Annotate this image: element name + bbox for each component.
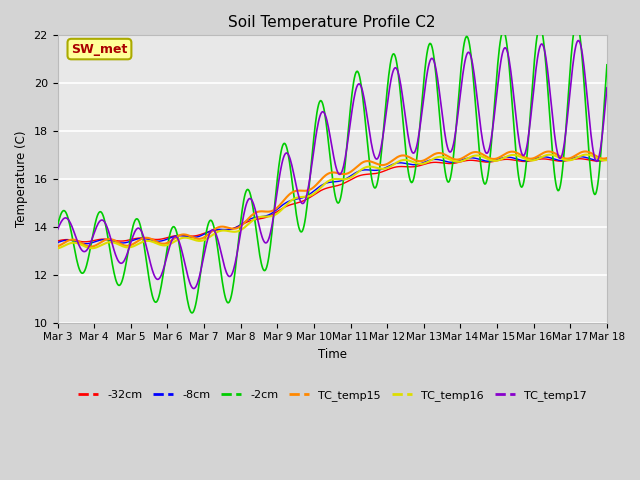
-8cm xyxy=(175,233,182,239)
-8cm xyxy=(324,180,332,185)
TC_temp17 xyxy=(174,237,182,242)
Line: TC_temp17: TC_temp17 xyxy=(58,40,607,288)
Line: TC_temp15: TC_temp15 xyxy=(58,152,607,247)
TC_temp17 xyxy=(378,140,386,146)
-32cm xyxy=(603,157,611,163)
TC_temp17 xyxy=(324,124,332,130)
TC_temp15 xyxy=(554,152,561,157)
TC_temp15 xyxy=(582,149,589,155)
-8cm xyxy=(54,240,61,245)
TC_temp15 xyxy=(175,233,182,239)
-32cm xyxy=(324,185,332,191)
-2cm xyxy=(378,145,386,151)
TC_temp17 xyxy=(575,37,582,43)
-2cm xyxy=(554,187,561,192)
TC_temp15 xyxy=(86,244,94,250)
Legend: -32cm, -8cm, -2cm, TC_temp15, TC_temp16, TC_temp17: -32cm, -8cm, -2cm, TC_temp15, TC_temp16,… xyxy=(74,385,591,405)
X-axis label: Time: Time xyxy=(317,348,347,361)
-32cm xyxy=(554,158,561,164)
-2cm xyxy=(603,62,611,68)
-8cm xyxy=(603,156,611,162)
-32cm xyxy=(175,233,182,239)
-8cm xyxy=(554,157,561,163)
Text: SW_met: SW_met xyxy=(71,43,127,56)
TC_temp15 xyxy=(432,151,440,156)
-2cm xyxy=(188,310,196,316)
TC_temp16 xyxy=(603,157,611,163)
TC_temp17 xyxy=(189,286,197,291)
-8cm xyxy=(432,156,440,162)
TC_temp15 xyxy=(198,235,206,241)
TC_temp16 xyxy=(553,154,561,159)
TC_temp15 xyxy=(54,243,61,249)
TC_temp16 xyxy=(174,237,182,242)
TC_temp16 xyxy=(582,152,590,157)
-32cm xyxy=(575,156,583,162)
Line: -8cm: -8cm xyxy=(58,157,607,244)
-2cm xyxy=(324,139,332,145)
TC_temp16 xyxy=(377,166,385,172)
-32cm xyxy=(432,159,440,165)
TC_temp15 xyxy=(378,162,386,168)
-2cm xyxy=(432,73,440,79)
-2cm xyxy=(174,236,182,241)
-8cm xyxy=(577,154,585,160)
-8cm xyxy=(198,232,206,238)
TC_temp16 xyxy=(198,238,205,244)
TC_temp17 xyxy=(198,260,206,265)
Title: Soil Temperature Profile C2: Soil Temperature Profile C2 xyxy=(228,15,436,30)
TC_temp15 xyxy=(324,171,332,177)
-2cm xyxy=(573,19,580,25)
TC_temp17 xyxy=(603,85,611,91)
TC_temp17 xyxy=(554,149,561,155)
TC_temp16 xyxy=(324,179,332,184)
-32cm xyxy=(198,231,206,237)
TC_temp16 xyxy=(54,245,61,251)
-8cm xyxy=(82,241,90,247)
-8cm xyxy=(378,167,386,172)
TC_temp17 xyxy=(54,227,61,232)
TC_temp15 xyxy=(603,155,611,161)
Y-axis label: Temperature (C): Temperature (C) xyxy=(15,131,28,227)
Line: -2cm: -2cm xyxy=(58,22,607,313)
-2cm xyxy=(198,255,206,261)
-32cm xyxy=(81,239,89,245)
Line: -32cm: -32cm xyxy=(58,159,607,242)
Line: TC_temp16: TC_temp16 xyxy=(58,155,607,248)
TC_temp17 xyxy=(432,66,440,72)
TC_temp16 xyxy=(431,155,439,161)
-32cm xyxy=(54,238,61,244)
-2cm xyxy=(54,223,61,228)
-32cm xyxy=(378,169,386,175)
